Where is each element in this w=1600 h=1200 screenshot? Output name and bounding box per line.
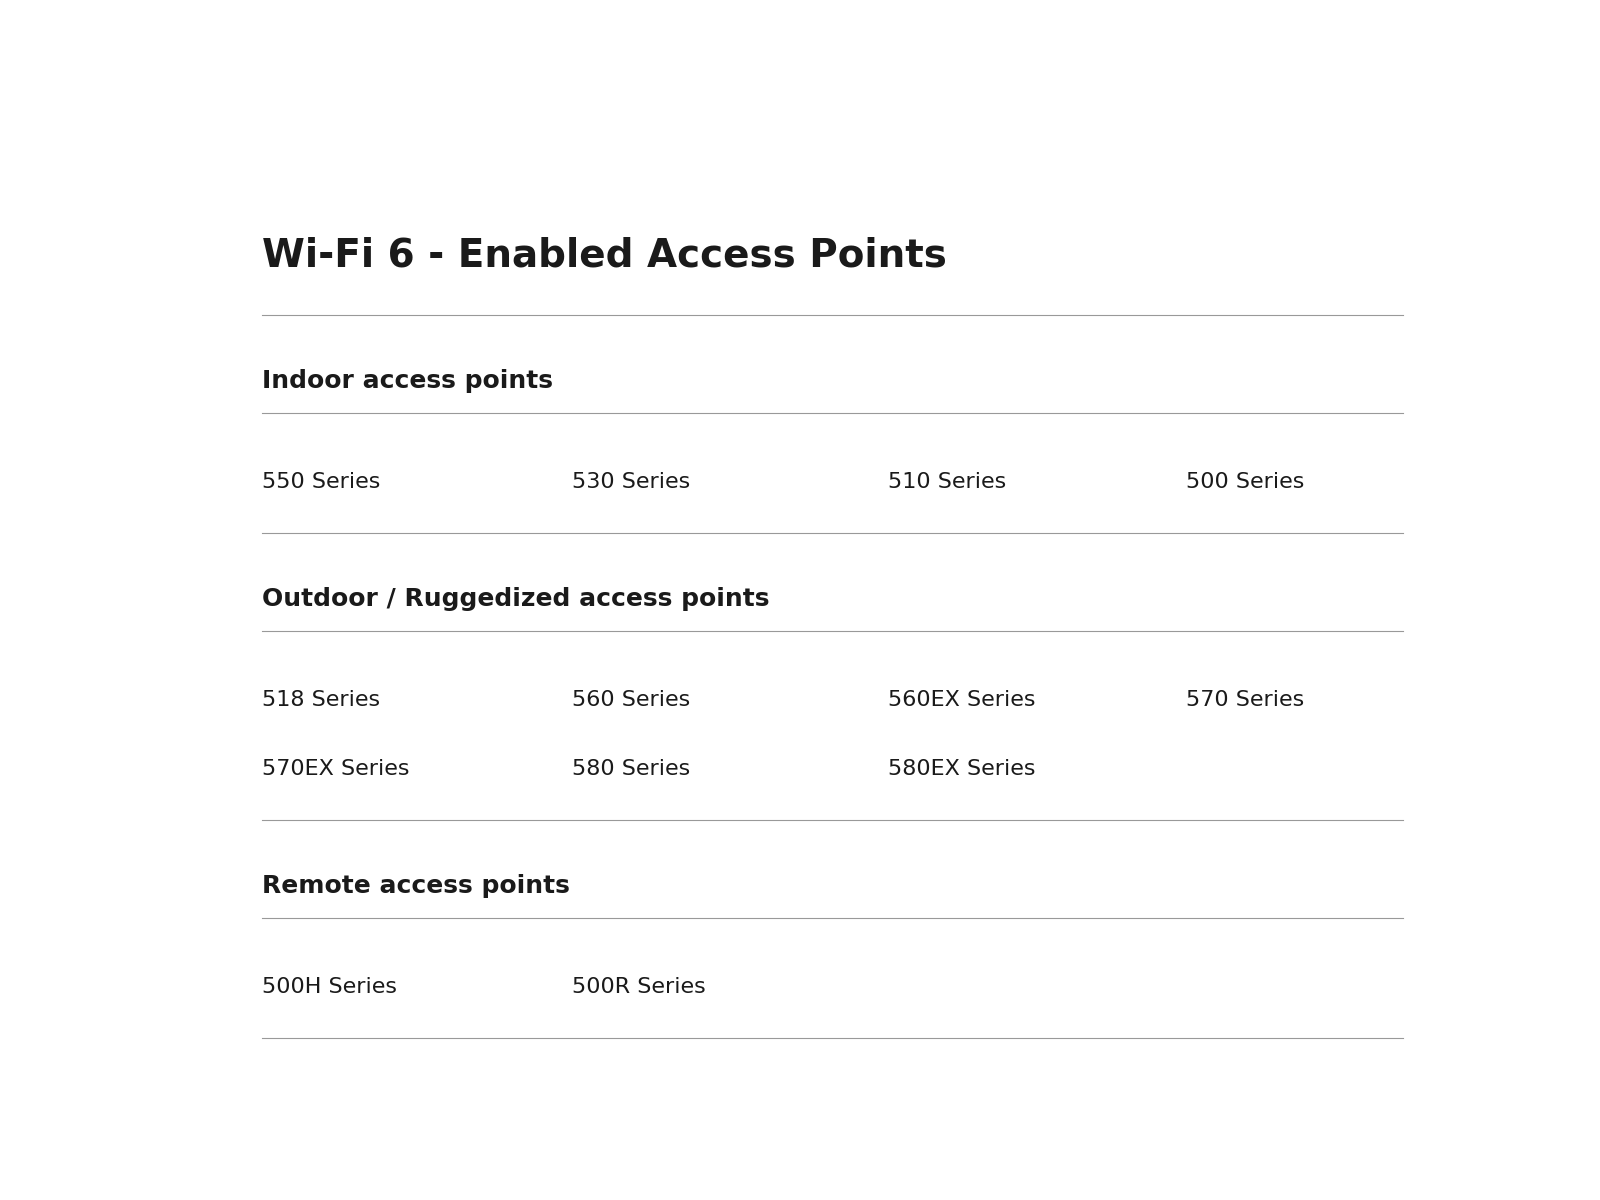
Text: 570EX Series: 570EX Series <box>262 760 410 779</box>
Text: 560EX Series: 560EX Series <box>888 690 1035 710</box>
Text: 530 Series: 530 Series <box>573 472 690 492</box>
Text: 580EX Series: 580EX Series <box>888 760 1035 779</box>
Text: 510 Series: 510 Series <box>888 472 1006 492</box>
Text: 570 Series: 570 Series <box>1186 690 1304 710</box>
Text: Indoor access points: Indoor access points <box>262 368 554 392</box>
Text: 560 Series: 560 Series <box>573 690 690 710</box>
Text: 500 Series: 500 Series <box>1186 472 1304 492</box>
Text: 550 Series: 550 Series <box>262 472 381 492</box>
Text: Remote access points: Remote access points <box>262 874 570 898</box>
Text: Outdoor / Ruggedized access points: Outdoor / Ruggedized access points <box>262 587 770 611</box>
Text: 500R Series: 500R Series <box>573 977 706 997</box>
Text: 580 Series: 580 Series <box>573 760 690 779</box>
Text: 518 Series: 518 Series <box>262 690 381 710</box>
Text: Wi-Fi 6 - Enabled Access Points: Wi-Fi 6 - Enabled Access Points <box>262 236 947 275</box>
Text: 500H Series: 500H Series <box>262 977 397 997</box>
